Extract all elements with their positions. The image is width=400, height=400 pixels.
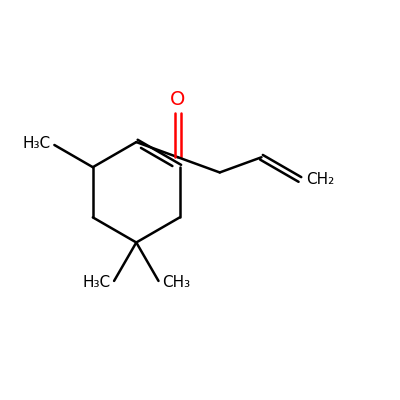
Text: O: O [170,90,186,109]
Text: CH₂: CH₂ [306,172,334,187]
Text: H₃C: H₃C [22,136,50,150]
Text: CH₃: CH₃ [162,275,190,290]
Text: H₃C: H₃C [82,275,110,290]
